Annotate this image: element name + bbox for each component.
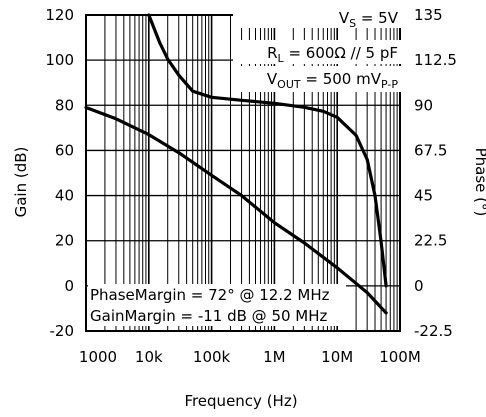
y-tick-label: 100 xyxy=(45,51,74,69)
tick-labels: 1000 10k 100k 1M 10M 100M -20 0 20 40 60 80 100 120 -2… xyxy=(45,6,457,366)
x-tick-label: 10k xyxy=(135,348,163,366)
y-axis-title: Gain (dB) xyxy=(12,147,30,218)
x-axis-title: Frequency (Hz) xyxy=(184,392,297,410)
y2-tick-label: 22.5 xyxy=(414,232,447,250)
y2-tick-label: 0 xyxy=(414,277,424,295)
y-tick-label: 0 xyxy=(64,277,74,295)
x-tick-label: 100k xyxy=(193,348,231,366)
x-tick-label: 1M xyxy=(263,348,286,366)
x-tick-label: 10M xyxy=(321,348,353,366)
y-tick-label: 120 xyxy=(45,6,74,24)
y-tick-label: 80 xyxy=(55,96,74,114)
y-tick-label: -20 xyxy=(50,322,75,340)
y2-tick-label: 90 xyxy=(414,96,433,114)
condition-label: VOUT = 500 mVP-P xyxy=(267,70,398,91)
y2-axis-title: Phase (°) xyxy=(472,148,486,217)
y2-tick-label: 67.5 xyxy=(414,141,447,159)
x-tick-label: 100M xyxy=(379,348,421,366)
y2-tick-label: 135 xyxy=(414,6,443,24)
x-tick-label: 1000 xyxy=(79,348,117,366)
series-group xyxy=(84,13,388,315)
y-tick-label: 40 xyxy=(55,187,74,205)
gain-curve xyxy=(84,105,388,315)
y2-tick-label: 45 xyxy=(414,187,433,205)
condition-backdrop xyxy=(233,40,409,64)
condition-label: VS = 5V xyxy=(339,9,399,30)
grid xyxy=(85,14,401,332)
phase-curve xyxy=(147,13,388,288)
margin-label: PhaseMargin = 72° @ 12.2 MHz xyxy=(90,286,330,304)
margin-label: GainMargin = -11 dB @ 50 MHz xyxy=(90,307,328,325)
condition-backdrop xyxy=(233,4,409,28)
y-tick-label: 60 xyxy=(55,141,74,159)
annotations: VS = 5V RL = 600Ω // 5 pF VOUT = 500 mVP-P… xyxy=(88,4,409,326)
y2-tick-label: 112.5 xyxy=(414,51,457,69)
y-tick-label: 20 xyxy=(55,232,74,250)
margin-backdrop xyxy=(88,284,346,326)
condition-label: RL = 600Ω // 5 pF xyxy=(267,44,398,65)
y2-tick-label: -22.5 xyxy=(414,322,453,340)
condition-backdrop xyxy=(233,66,409,92)
